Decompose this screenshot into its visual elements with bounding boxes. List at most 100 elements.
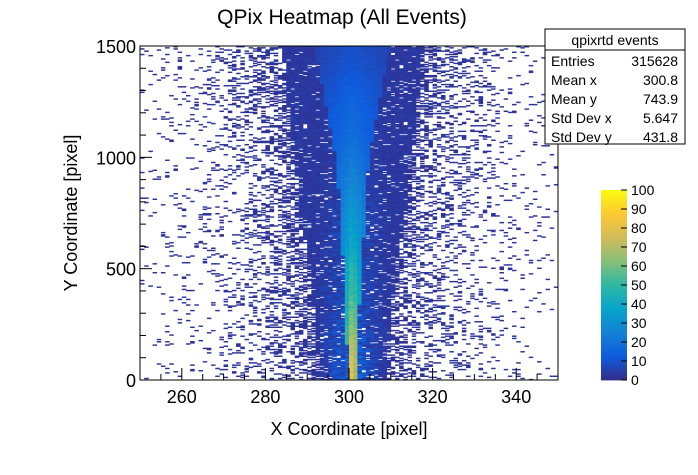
heatmap-cell — [382, 246, 387, 248]
heatmap-cell — [378, 251, 383, 254]
heatmap-cell — [361, 250, 367, 253]
heatmap-cell — [319, 227, 325, 229]
heatmap-cell — [407, 348, 413, 351]
heatmap-cell — [453, 359, 459, 362]
heatmap-cell — [378, 296, 383, 298]
heatmap-cell — [344, 296, 350, 298]
heatmap-cell — [336, 255, 341, 257]
heatmap-cell — [349, 308, 354, 311]
heatmap-cell — [386, 322, 392, 324]
heatmap-cell — [403, 327, 408, 330]
heatmap-cell — [219, 338, 224, 341]
heatmap-cell — [378, 352, 383, 354]
heatmap-cell — [315, 266, 321, 268]
heatmap-cell — [303, 267, 308, 270]
heatmap-cell — [307, 265, 312, 267]
heatmap-cell — [374, 314, 379, 316]
heatmap-cell — [445, 206, 450, 208]
heatmap-cell — [240, 230, 245, 233]
heatmap-cell — [403, 373, 408, 375]
heatmap-cell — [349, 250, 354, 253]
heatmap-cell — [298, 211, 304, 214]
heatmap-cell — [336, 357, 341, 360]
heatmap-cell — [357, 275, 362, 277]
heatmap-cell — [424, 292, 429, 294]
heatmap-cell — [332, 269, 337, 272]
heatmap-cell — [307, 235, 312, 237]
heatmap-cell — [399, 206, 404, 208]
heatmap-cell — [349, 372, 354, 374]
heatmap-cell — [319, 377, 325, 380]
heatmap-cell — [257, 300, 262, 303]
heatmap-cell — [328, 257, 333, 259]
heatmap-cell — [361, 279, 367, 282]
heatmap-cell — [328, 264, 333, 266]
heatmap-cell — [357, 300, 362, 303]
heatmap-cell — [311, 283, 316, 285]
heatmap-cell — [223, 323, 229, 325]
heatmap-cell — [365, 314, 371, 316]
heatmap-cell — [428, 376, 433, 379]
heatmap-cell — [357, 342, 362, 344]
heatmap-cell — [323, 270, 329, 273]
heatmap-cell — [340, 282, 346, 284]
heatmap-cell — [365, 344, 371, 346]
heatmap-cell — [319, 278, 325, 281]
heatmap-cell — [386, 351, 392, 353]
heatmap-cell — [361, 215, 367, 217]
heatmap-cell — [382, 366, 387, 369]
heatmap-cell — [315, 237, 321, 239]
heatmap-cell — [303, 215, 308, 217]
heatmap-cell — [399, 230, 404, 233]
heatmap-cell — [453, 342, 459, 344]
heatmap-cell — [344, 240, 350, 243]
heatmap-cell — [357, 305, 362, 307]
heatmap-cell — [411, 273, 417, 275]
heatmap-cell — [386, 240, 392, 243]
heatmap-cell — [353, 249, 358, 252]
heatmap-cell — [365, 283, 371, 285]
heatmap-cell — [323, 258, 329, 261]
heatmap-cell — [319, 279, 325, 282]
heatmap-cell — [240, 347, 245, 350]
heatmap-cell — [344, 344, 350, 346]
heatmap-cell — [449, 359, 454, 362]
heatmap-cell — [374, 274, 379, 276]
heatmap-cell — [386, 315, 392, 317]
heatmap-cell — [298, 364, 304, 366]
heatmap-cell — [374, 280, 379, 283]
heatmap-cell — [353, 349, 358, 352]
heatmap-cell — [269, 261, 275, 264]
heatmap-cell — [344, 257, 350, 259]
heatmap-cell — [344, 363, 350, 365]
heatmap-cell — [319, 276, 325, 278]
heatmap-cell — [382, 359, 387, 362]
heatmap-cell — [403, 227, 408, 229]
heatmap-cell — [457, 354, 463, 356]
heatmap-cell — [344, 329, 350, 332]
heatmap-cell — [374, 329, 379, 332]
heatmap-cell — [369, 237, 375, 239]
heatmap-cell — [374, 206, 379, 208]
heatmap-cell — [361, 237, 367, 239]
heatmap-cell — [257, 235, 262, 237]
heatmap-cell — [340, 342, 346, 344]
heatmap-cell — [336, 332, 341, 334]
heatmap-cell — [394, 288, 400, 291]
heatmap-cell — [298, 297, 304, 300]
heatmap-cell — [248, 236, 254, 238]
heatmap-cell — [357, 280, 362, 283]
heatmap-cell — [319, 323, 325, 325]
heatmap-cell — [340, 368, 346, 371]
heatmap-cell — [357, 227, 362, 229]
heatmap-cell — [307, 287, 312, 290]
heatmap-cell — [415, 341, 421, 343]
heatmap-cell — [394, 359, 400, 362]
heatmap-cell — [227, 296, 233, 298]
heatmap-cell — [361, 208, 367, 211]
heatmap-cell — [349, 355, 354, 357]
heatmap-cell — [457, 365, 463, 367]
heatmap-cell — [374, 293, 379, 295]
heatmap-cell — [248, 358, 254, 361]
heatmap-cell — [349, 239, 354, 242]
